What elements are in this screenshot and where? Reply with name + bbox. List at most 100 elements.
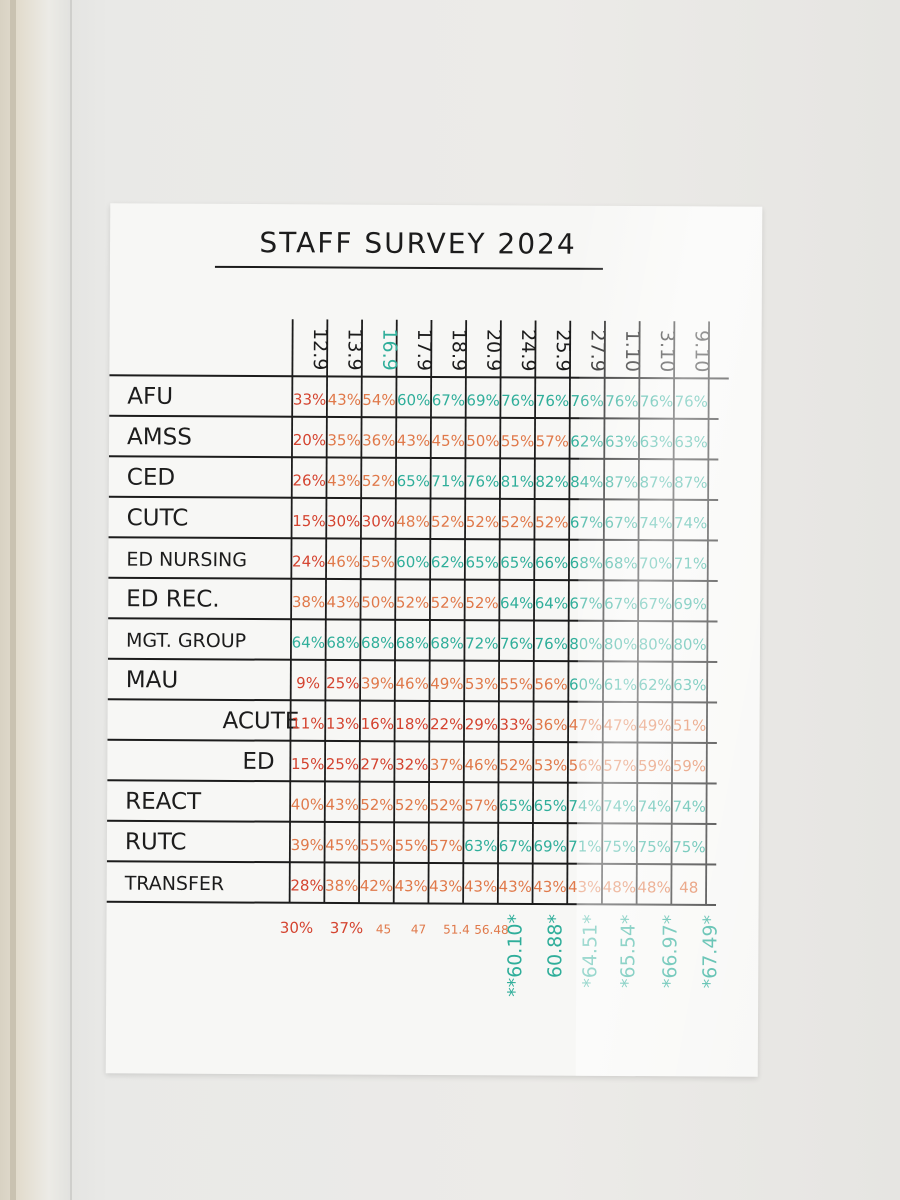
cell-value: 50% xyxy=(466,432,499,450)
cell-value: 81% xyxy=(501,473,534,491)
date-header: 9.10 xyxy=(690,330,712,372)
cell-value: 25% xyxy=(326,674,359,692)
cell-value: 51% xyxy=(673,717,706,735)
cell-value: 43% xyxy=(397,432,430,450)
cell-value: 55% xyxy=(500,675,533,693)
cell-value: 67% xyxy=(432,391,465,409)
cell-value: 74% xyxy=(639,514,672,532)
cell-value: 63% xyxy=(605,433,638,451)
cell-value: 43% xyxy=(533,878,566,896)
cell-value: 32% xyxy=(395,756,428,774)
cell-value: 20% xyxy=(293,431,326,449)
cell-value: 63% xyxy=(673,676,706,694)
cell-value: 46% xyxy=(396,675,429,693)
cell-value: 62% xyxy=(638,676,671,694)
cell-value: 18% xyxy=(395,715,428,733)
cell-value: 65% xyxy=(466,553,499,571)
cell-value: 75% xyxy=(638,838,671,856)
cell-value: 68% xyxy=(604,554,637,572)
cell-value: 11% xyxy=(291,715,324,733)
total-vertical-value: *65.54* xyxy=(617,914,639,988)
row-label: CUTC xyxy=(127,505,189,531)
cell-value: 68% xyxy=(570,554,603,572)
cell-value: 48 xyxy=(679,879,698,897)
cell-value: 76% xyxy=(536,392,569,410)
date-header: 12.9 xyxy=(309,328,331,370)
cell-value: 76% xyxy=(535,635,568,653)
cell-value: 80% xyxy=(604,635,637,653)
cell-value: 70% xyxy=(639,554,672,572)
cell-value: 62% xyxy=(431,553,464,571)
cell-value: 67% xyxy=(569,594,602,612)
cell-value: 74% xyxy=(603,797,636,815)
cell-value: 57% xyxy=(536,432,569,450)
column-rule xyxy=(358,319,363,904)
cell-value: 52% xyxy=(430,796,463,814)
cell-value: 75% xyxy=(603,838,636,856)
cell-value: 47% xyxy=(603,716,636,734)
cell-value: 52% xyxy=(362,472,395,490)
cell-value: 56% xyxy=(569,756,602,774)
cell-value: 67% xyxy=(639,595,672,613)
cell-value: 87% xyxy=(674,474,707,492)
cell-value: 49% xyxy=(638,716,671,734)
row-label: ACUTE xyxy=(223,708,300,734)
header-rule xyxy=(109,374,729,380)
row-rule xyxy=(106,860,717,866)
cell-value: 61% xyxy=(604,676,637,694)
cell-value: 63% xyxy=(674,433,707,451)
cell-value: 50% xyxy=(361,593,394,611)
cell-value: 27% xyxy=(360,755,393,773)
column-rule xyxy=(531,320,537,905)
cell-value: 69% xyxy=(674,595,707,613)
cell-value: 39% xyxy=(291,836,324,854)
cell-value: 64% xyxy=(500,594,533,612)
total-vertical-value: *64.51* xyxy=(579,914,601,988)
row-label: MAU xyxy=(126,667,179,693)
cell-value: 24% xyxy=(292,553,325,571)
cell-value: 80% xyxy=(673,636,706,654)
cell-value: 47% xyxy=(569,716,602,734)
cell-value: 62% xyxy=(570,432,603,450)
cell-value: 45% xyxy=(325,836,358,854)
cell-value: 64% xyxy=(535,594,568,612)
cell-value: 63% xyxy=(640,433,673,451)
cell-value: 60% xyxy=(397,391,430,409)
cell-value: 52% xyxy=(499,756,532,774)
cell-value: 76% xyxy=(605,392,638,410)
cell-value: 52% xyxy=(396,594,429,612)
cell-value: 54% xyxy=(362,391,395,409)
row-rule xyxy=(106,900,717,906)
cell-value: 28% xyxy=(290,877,323,895)
cell-value: 59% xyxy=(638,757,671,775)
total-value: 56.48 xyxy=(474,923,508,937)
cell-value: 43% xyxy=(464,877,497,895)
cell-value: 60% xyxy=(396,553,429,571)
column-rule xyxy=(496,320,502,904)
cell-value: 39% xyxy=(361,674,394,692)
total-vertical-value: 60.88* xyxy=(544,914,566,978)
survey-poster: STAFF SURVEY 2024 12.9 13.9 16.9 17.9 18.9 20… xyxy=(105,203,763,1077)
total-value: 51.4 xyxy=(443,923,470,937)
cell-value: 43% xyxy=(394,877,427,895)
cell-value: 52% xyxy=(395,796,428,814)
cell-value: 46% xyxy=(327,553,360,571)
cell-value: 15% xyxy=(291,755,324,773)
cell-value: 72% xyxy=(465,634,498,652)
cell-value: 15% xyxy=(292,512,325,530)
cell-value: 43% xyxy=(429,877,462,895)
total-value: 47 xyxy=(411,922,426,936)
cell-value: 75% xyxy=(672,838,705,856)
cell-value: 65% xyxy=(397,472,430,490)
cell-value: 87% xyxy=(639,473,672,491)
cell-value: 33% xyxy=(293,391,326,409)
row-rule xyxy=(107,657,718,663)
cell-value: 38% xyxy=(325,877,358,895)
row-label: AMSS xyxy=(127,424,192,450)
row-label: AFU xyxy=(127,384,173,410)
total-value: 30% xyxy=(280,919,313,937)
row-rule xyxy=(107,779,717,785)
cell-value: 55% xyxy=(501,432,534,450)
row-rule xyxy=(108,536,718,542)
cell-value: 59% xyxy=(673,757,706,775)
